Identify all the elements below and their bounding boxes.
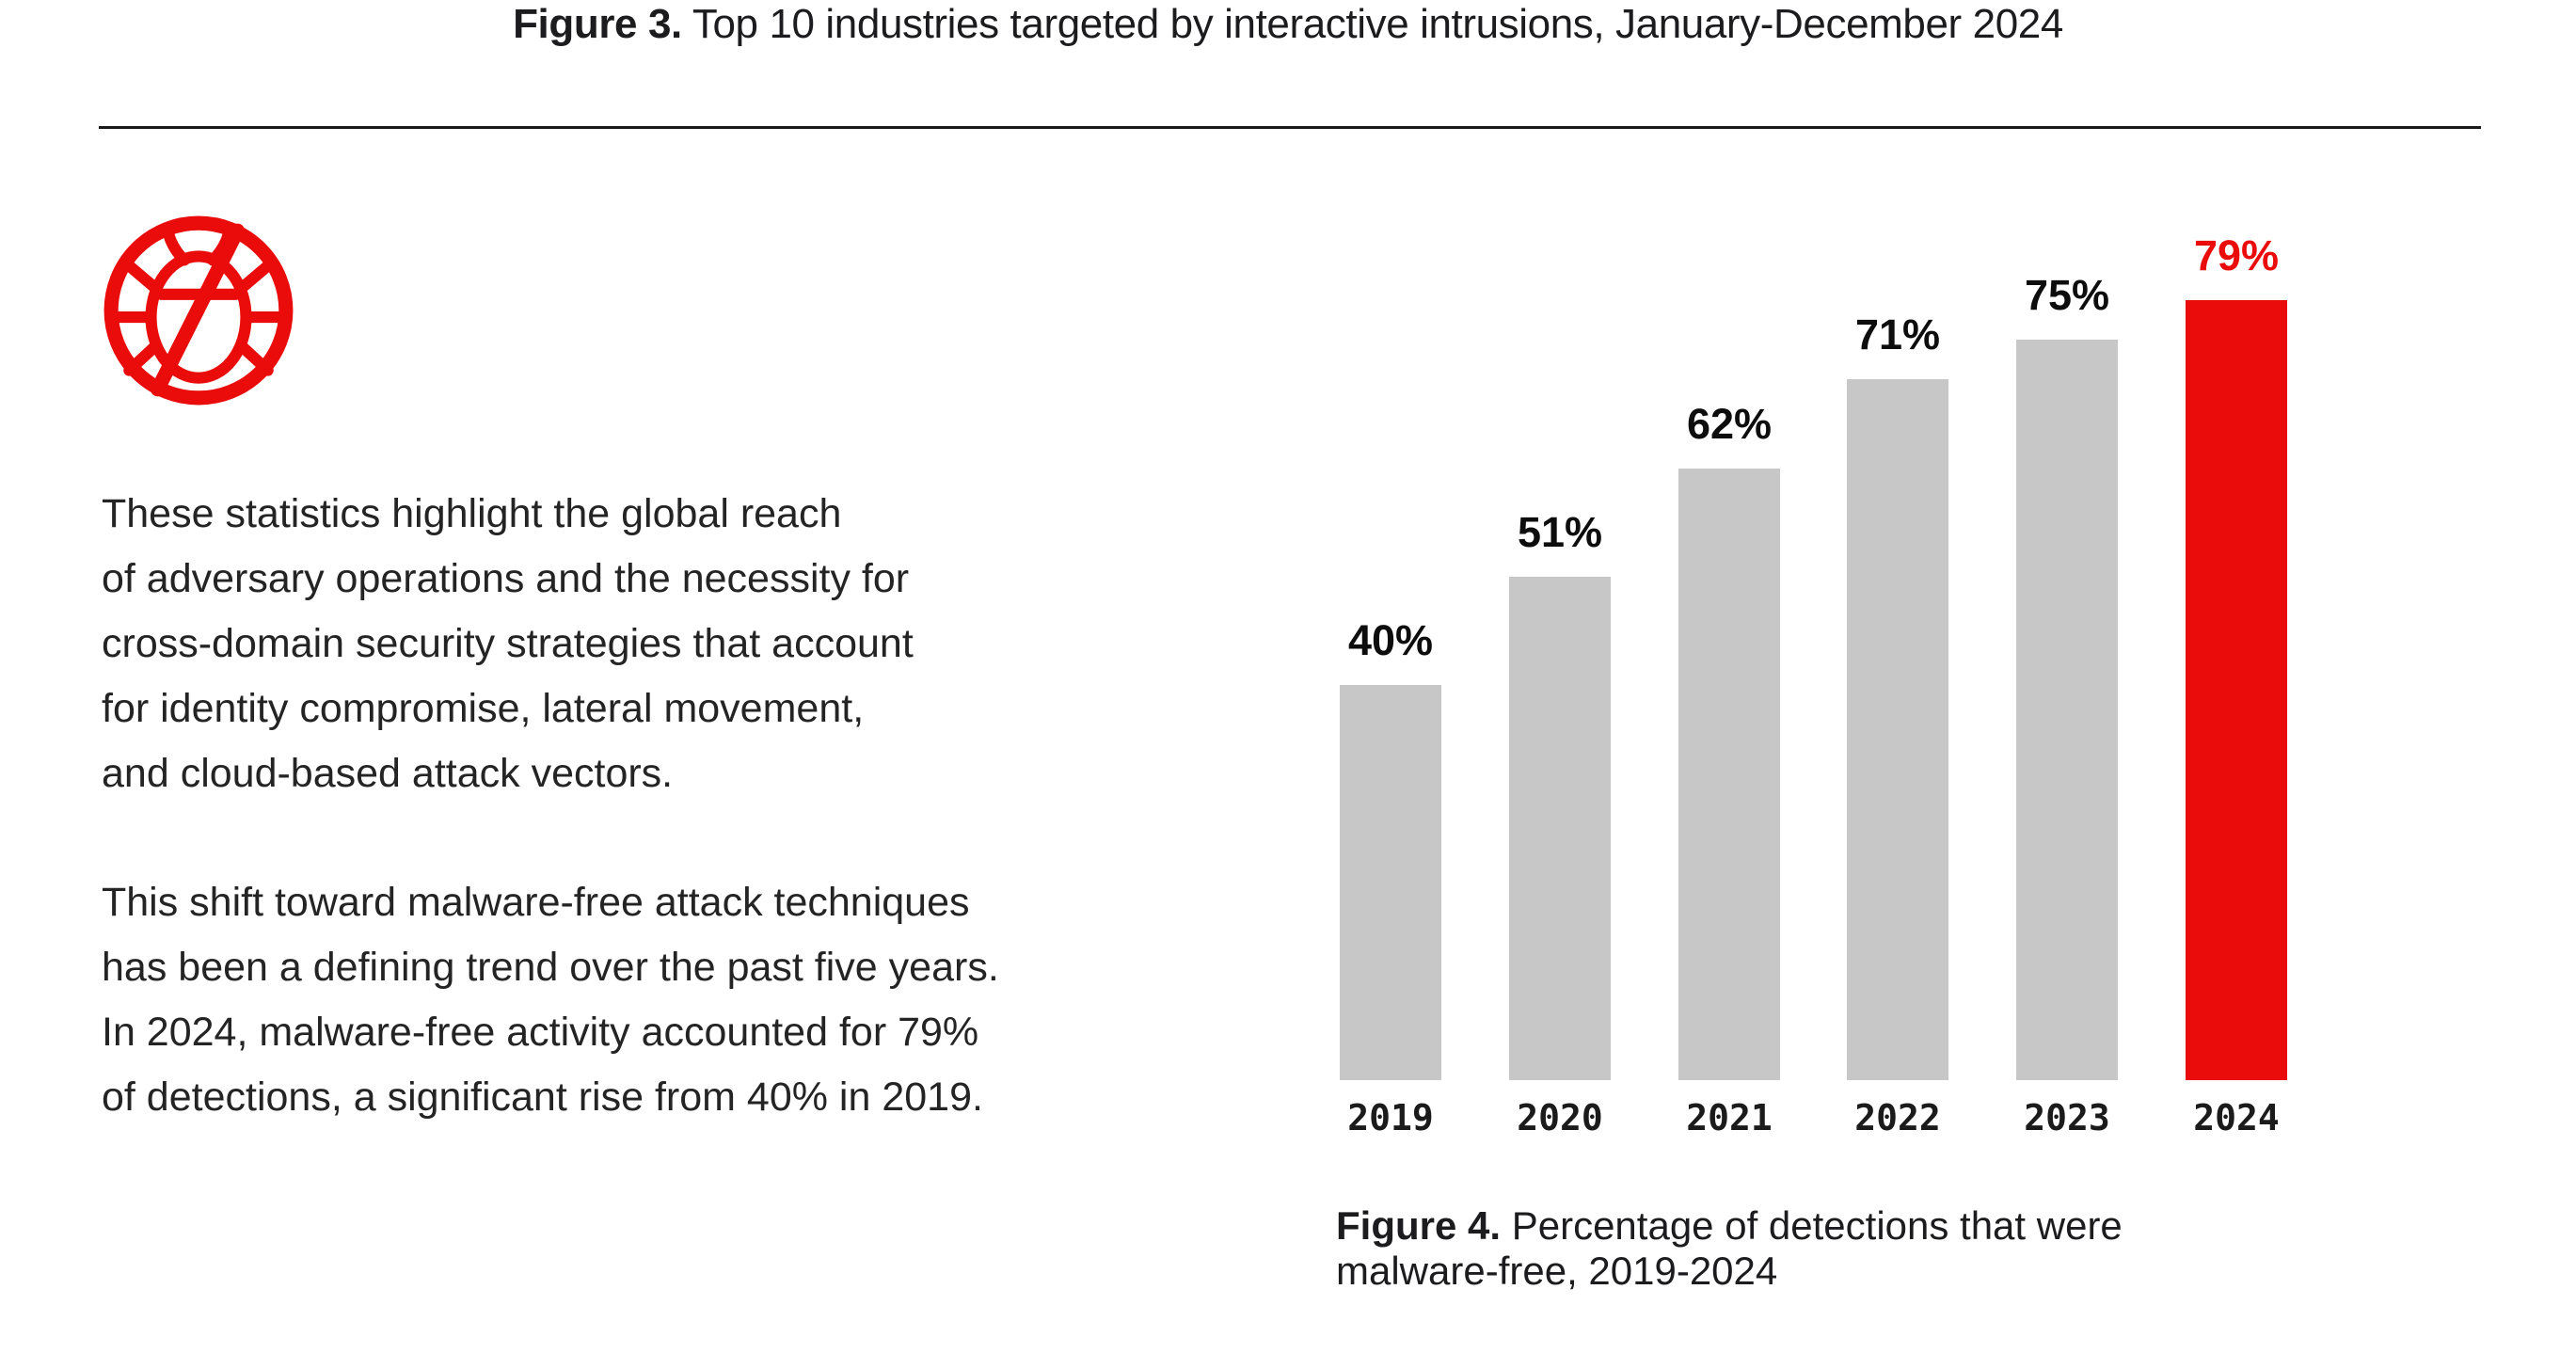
intro-line: These statistics highlight the global re… xyxy=(102,491,842,536)
caption-line-2: malware-free, 2019-2024 xyxy=(1336,1249,1778,1293)
figure3-title-text: Top 10 industries targeted by interactiv… xyxy=(681,1,2063,47)
trend-paragraph: This shift toward malware-free attack te… xyxy=(102,870,999,1130)
figure4-caption: Figure 4. Percentage of detections that … xyxy=(1336,1203,2123,1294)
bar-value-label-2022: 71% xyxy=(1854,310,1941,358)
bar-value-label-2023: 75% xyxy=(2024,271,2110,319)
bar-year-label-2019: 2019 xyxy=(1347,1097,1434,1138)
bar-year-label-2022: 2022 xyxy=(1854,1097,1941,1138)
bar-value-label-2024: 79% xyxy=(2193,231,2280,279)
intro-line: and cloud-based attack vectors. xyxy=(102,751,674,796)
bar-year-label-2024: 2024 xyxy=(2193,1097,2280,1138)
bar-year-label-2020: 2020 xyxy=(1517,1097,1603,1138)
bar-chart: 40% 2019 51% 2020 62% 2021 71% 2022 75% 2023 79% 20… xyxy=(1340,0,2290,1353)
bar-year-label-2021: 2021 xyxy=(1686,1097,1773,1138)
header-divider-rule xyxy=(99,126,2481,129)
intro-line: for identity compromise, lateral movemen… xyxy=(102,686,865,731)
intro-line: cross-domain security strategies that ac… xyxy=(102,621,914,666)
bar-value-label-2021: 62% xyxy=(1686,400,1773,448)
bar-2023 xyxy=(2016,340,2118,1080)
bar-2021 xyxy=(1678,469,1780,1080)
trend-line: of detections, a significant rise from 4… xyxy=(102,1074,983,1120)
bar-2020 xyxy=(1509,577,1611,1080)
intro-line: of adversary operations and the necessit… xyxy=(102,556,910,601)
intro-paragraph: These statistics highlight the global re… xyxy=(102,482,914,806)
caption-line-1: Figure 4. Percentage of detections that … xyxy=(1336,1203,2123,1249)
bar-value-label-2020: 51% xyxy=(1517,508,1603,556)
no-malware-icon xyxy=(103,215,294,406)
figure4-label: Figure 4. xyxy=(1336,1203,1502,1248)
caption-line-1-text: Percentage of detections that were xyxy=(1501,1203,2123,1248)
bar-value-label-2019: 40% xyxy=(1347,616,1434,664)
prohibition-circle xyxy=(103,215,294,406)
bar-year-label-2023: 2023 xyxy=(2024,1097,2110,1138)
trend-line: has been a defining trend over the past … xyxy=(102,945,999,990)
figure3-label: Figure 3. xyxy=(513,1,682,47)
figure3-title: Figure 3. Top 10 industries targeted by … xyxy=(0,0,2576,49)
bar-2024 xyxy=(2186,300,2287,1080)
trend-line: In 2024, malware-free activity accounted… xyxy=(102,1010,979,1055)
trend-line: This shift toward malware-free attack te… xyxy=(102,880,970,925)
bar-2022 xyxy=(1847,379,1948,1080)
bar-2019 xyxy=(1340,685,1441,1080)
